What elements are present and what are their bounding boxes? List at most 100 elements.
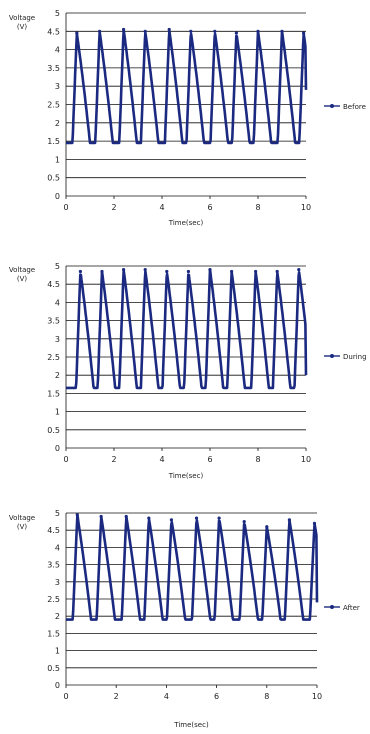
legend-marker bbox=[330, 354, 334, 358]
y-axis-label: Voltage bbox=[9, 514, 35, 522]
x-tick-label: 10 bbox=[312, 692, 322, 701]
peak-point bbox=[230, 269, 234, 274]
peak-point bbox=[275, 269, 279, 274]
y-tick-label: 4 bbox=[55, 298, 60, 307]
y-tick-label: 3 bbox=[55, 82, 60, 91]
y-tick-label: 3 bbox=[55, 578, 60, 587]
series-line-before bbox=[65, 28, 308, 145]
y-tick-label: 0.5 bbox=[47, 426, 60, 435]
peak-point bbox=[217, 516, 221, 520]
peak-point bbox=[169, 518, 174, 522]
y-tick-label: 0 bbox=[55, 192, 60, 201]
legend: During bbox=[324, 353, 367, 361]
x-tick-label: 0 bbox=[63, 203, 68, 212]
x-tick-label: 8 bbox=[264, 692, 269, 701]
peak-point bbox=[143, 29, 147, 33]
peak-point bbox=[100, 269, 104, 274]
x-axis-label: Time(sec) bbox=[168, 472, 204, 480]
peak-point bbox=[167, 27, 171, 32]
peak-point bbox=[297, 268, 301, 272]
series-line-during bbox=[65, 268, 308, 390]
x-tick-label: 0 bbox=[63, 455, 68, 464]
y-tick-label: 1 bbox=[55, 408, 60, 417]
x-axis-label: Time(sec) bbox=[173, 721, 209, 729]
peak-point bbox=[99, 514, 103, 519]
peak-point bbox=[75, 31, 79, 35]
legend: Before bbox=[324, 103, 366, 111]
x-tick-label: 10 bbox=[301, 203, 311, 212]
legend: After bbox=[324, 604, 360, 612]
y-tick-label: 4.5 bbox=[47, 526, 60, 535]
peak-point bbox=[78, 269, 82, 274]
x-tick-label: 4 bbox=[159, 203, 164, 212]
x-tick-label: 0 bbox=[63, 692, 68, 701]
peak-point bbox=[208, 268, 212, 272]
y-tick-label: 3.5 bbox=[47, 317, 60, 326]
y-tick-label: 1 bbox=[55, 647, 60, 656]
x-tick-label: 4 bbox=[159, 455, 164, 464]
peak-point bbox=[122, 27, 126, 32]
x-tick-label: 10 bbox=[301, 455, 311, 464]
y-tick-label: 5 bbox=[55, 262, 60, 271]
peak-point bbox=[194, 516, 199, 520]
y-tick-label: 5 bbox=[55, 9, 60, 18]
legend-marker bbox=[330, 605, 334, 609]
peak-point bbox=[287, 518, 291, 522]
legend-label: After bbox=[343, 604, 360, 612]
legend-marker bbox=[330, 104, 334, 108]
peak-point bbox=[122, 268, 126, 272]
peak-point bbox=[256, 29, 260, 33]
y-tick-label: 4 bbox=[55, 46, 60, 55]
y-tick-label: 3 bbox=[55, 335, 60, 344]
y-axis-label: Voltage bbox=[9, 266, 35, 274]
x-tick-label: 4 bbox=[164, 692, 169, 701]
y-tick-label: 2 bbox=[55, 119, 60, 128]
y-tick-label: 4 bbox=[55, 543, 60, 552]
y-tick-label: 2 bbox=[55, 612, 60, 621]
chart-panel-3: 0 0.5 1 1.5 2 2.5 3 3.5 4 4.5 5 0 2 4 6 8 10 Voltage(V) Ti… bbox=[9, 509, 360, 729]
y-tick-label: 1.5 bbox=[47, 137, 60, 146]
peak-point bbox=[234, 31, 238, 35]
x-axis-label: Time(sec) bbox=[168, 219, 204, 227]
x-tick-label: 2 bbox=[111, 203, 116, 212]
y-tick-label: 1.5 bbox=[47, 389, 60, 398]
y-axis-unit: (V) bbox=[17, 275, 28, 283]
y-tick-label: 2.5 bbox=[47, 101, 60, 110]
y-axis-label: Voltage bbox=[9, 14, 35, 22]
legend-label: Before bbox=[343, 103, 366, 111]
chart-panel-2: 0 0.5 1 1.5 2 2.5 3 3.5 4 4.5 5 0 2 4 6 8 10 Voltage(V) Ti… bbox=[9, 262, 367, 480]
y-axis-unit: (V) bbox=[17, 523, 28, 531]
y-axis-unit: (V) bbox=[17, 23, 28, 31]
peak-point bbox=[147, 516, 151, 520]
y-tick-label: 2.5 bbox=[47, 353, 60, 362]
y-tick-label: 2.5 bbox=[47, 595, 60, 604]
peak-point bbox=[165, 269, 169, 274]
y-tick-label: 0.5 bbox=[47, 174, 60, 183]
y-tick-label: 1.5 bbox=[47, 629, 60, 638]
peak-point bbox=[143, 268, 147, 272]
peak-point bbox=[312, 521, 317, 525]
peak-point bbox=[75, 513, 79, 517]
peak-point bbox=[302, 31, 306, 35]
x-tick-label: 2 bbox=[114, 692, 119, 701]
series-line-after bbox=[65, 513, 319, 621]
x-tick-label: 2 bbox=[111, 455, 116, 464]
y-tick-label: 4.5 bbox=[47, 280, 60, 289]
y-tick-label: 0 bbox=[55, 444, 60, 453]
y-tick-label: 1 bbox=[55, 155, 60, 164]
x-tick-label: 8 bbox=[255, 455, 260, 464]
peak-point bbox=[186, 269, 190, 274]
y-tick-label: 4.5 bbox=[47, 27, 60, 36]
legend-label: During bbox=[343, 353, 367, 361]
x-tick-label: 8 bbox=[255, 203, 260, 212]
peak-point bbox=[265, 525, 269, 529]
y-tick-label: 5 bbox=[55, 509, 60, 518]
peak-point bbox=[213, 29, 217, 33]
peak-point bbox=[189, 29, 193, 33]
peak-point bbox=[254, 269, 258, 274]
peak-point bbox=[280, 29, 284, 33]
y-tick-label: 0 bbox=[55, 681, 60, 690]
y-tick-label: 0.5 bbox=[47, 664, 60, 673]
x-tick-label: 6 bbox=[207, 203, 212, 212]
